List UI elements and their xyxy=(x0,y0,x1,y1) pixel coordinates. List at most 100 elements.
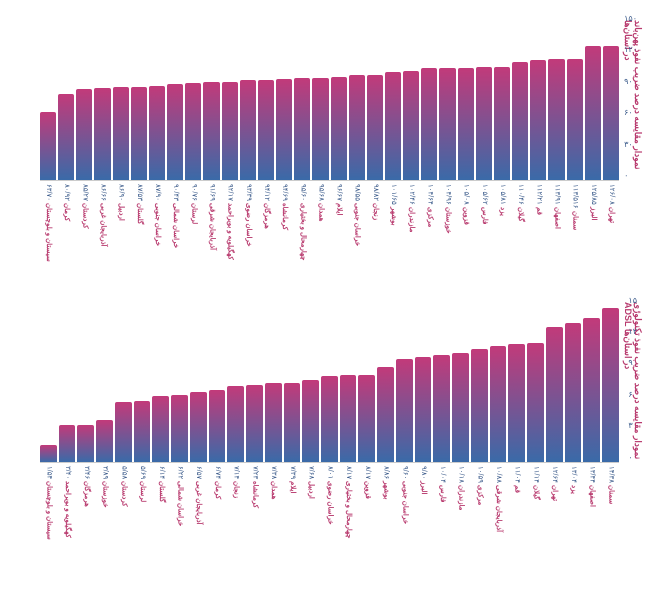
xlabel-name: آذربایجان غربی xyxy=(99,203,107,247)
bar xyxy=(349,75,365,180)
xlabel-name: آذربایجان شرقی xyxy=(207,203,215,250)
xlabel-name: مازندران xyxy=(407,207,415,232)
xlabel-name: لرستان xyxy=(189,203,197,224)
xlabel-column: ۱۲/۶۴تهران xyxy=(546,463,563,540)
xlabel-column: ۷/۳۸همدان xyxy=(265,463,282,540)
xlabel-name: کهگیلویه و بویراحمد xyxy=(63,481,71,538)
xlabel-value: ۱۰۱/۶۵ xyxy=(389,184,397,205)
bar xyxy=(603,46,619,180)
xlabel-value: ۸۷/۹۰ xyxy=(153,184,161,201)
xlabel-name: ایلام xyxy=(335,203,343,215)
xlabel-column: ۱۰۵/۸۱یزد xyxy=(494,181,510,262)
xlabel-column: ۱/۵۴سیستان و بلوچستان xyxy=(40,463,57,540)
bar xyxy=(276,79,292,180)
xlabel-name: کردستان xyxy=(119,481,127,507)
xlabel-column: ۱۰/۵۹ مرکزی xyxy=(471,463,488,540)
xlabel-value: ۱۳/۴۴ xyxy=(588,466,596,483)
xlabel-value: ۶/۲۲ xyxy=(176,466,184,479)
xlabel-value: ۶/۵۷ xyxy=(194,466,202,479)
xlabel-column: ۱۰۴/۹۶خوزستان xyxy=(439,181,455,262)
bar xyxy=(421,68,437,180)
bar xyxy=(77,425,94,462)
bar xyxy=(96,420,113,461)
xlabel-name: کرمانشاه xyxy=(280,203,288,230)
xlabel-value: ۹۰/۷۶ xyxy=(189,184,197,201)
xlabel-name: کرمان xyxy=(213,481,221,499)
bar xyxy=(222,82,238,180)
xlabel-name: آذربایجان شرقی xyxy=(494,485,502,532)
bar xyxy=(340,375,357,462)
bar xyxy=(530,60,546,180)
bar xyxy=(312,78,328,180)
xlabel-column: ۱۰۴/۶۴مرکزی xyxy=(421,181,437,262)
xlabel-value: ۹۰/۴۳ xyxy=(171,184,179,201)
xlabel-column: ۵/۵۸کردستان xyxy=(115,463,132,540)
xlabel-name: اصفهان xyxy=(552,207,560,229)
xlabel-column: ۹۱/۶۹آذربایجان شرقی xyxy=(203,181,219,262)
xlabel-column: ۱۲۵/۸۵البرز xyxy=(585,181,601,262)
bar xyxy=(284,383,301,462)
xlabel-column: ۱۰/۱۸مازندران xyxy=(452,463,469,540)
xlabel-column: ۷/۱۴زنجان xyxy=(227,463,244,540)
bar xyxy=(471,349,488,462)
chart1-yaxis: ۱۵۰۱۲۰۹۰۶۰۳۰۰ xyxy=(624,14,637,180)
ytick: ۶ xyxy=(628,390,637,399)
xlabel-value: ۹۸/۵۵ xyxy=(353,184,361,201)
xlabel-value: ۹۴/۶۹ xyxy=(280,184,288,201)
xlabel-value: ۱۰۵/۸۱ xyxy=(498,184,506,205)
xlabel-value: ۱۰/۵۹ xyxy=(475,466,483,483)
xlabel-name: قزوین xyxy=(462,207,470,225)
xlabel-column: ۶/۷۴کرمان xyxy=(209,463,226,540)
xlabel-name: خراسان جنوبی xyxy=(400,481,408,524)
xlabel-column: ۱۱۲/۲۱قم xyxy=(530,181,546,262)
bar xyxy=(58,94,74,180)
xlabel-column: ۶۳/۷۰سیستان و بلوچستان xyxy=(40,181,56,262)
xlabel-column: ۹۰/۴۳خراسان شمالی xyxy=(167,181,183,262)
xlabel-column: ۳/۸۹خوزستان xyxy=(96,463,113,540)
ytick: ۶۰ xyxy=(624,108,637,117)
xlabel-column: ۸/۱۷قزوین xyxy=(358,463,375,540)
bar xyxy=(265,383,282,462)
xlabel-value: ۸۶/۹۰ xyxy=(117,184,125,201)
xlabel-column: ۱۰/۸۸آذربایجان شرقی xyxy=(490,463,507,540)
xlabel-value: ۳/۸۹ xyxy=(101,466,109,479)
bar xyxy=(367,75,383,180)
xlabel-column: ۹۵/۶۰چهارمحال و بختیاری xyxy=(294,181,310,262)
xlabel-name: چهارمحال و بختیاری xyxy=(298,203,306,261)
xlabel-name: تهران xyxy=(550,485,558,501)
xlabel-column: ۸/۰۱خراسان رضوی xyxy=(321,463,338,540)
xlabel-column: ۹۲/۱۷کهگیلویه و بویراحمد xyxy=(222,181,238,262)
xlabel-name: مرکزی xyxy=(475,485,483,505)
xlabel-name: همدان xyxy=(316,203,324,222)
chart1-container: نمودار مقایسه درصد ضریب نفوذ پهن‌باند در… xyxy=(20,20,637,262)
chart1-area: ۱۵۰۱۲۰۹۰۶۰۳۰۰ xyxy=(40,20,619,181)
bar xyxy=(415,357,432,462)
xlabel-column: ۹۶/۶۷ایلام xyxy=(331,181,347,262)
bar xyxy=(40,445,57,461)
bar xyxy=(403,71,419,180)
xlabel-name: سیستان و بلوچستان xyxy=(44,481,52,540)
xlabel-name: گیلان xyxy=(516,207,524,222)
bar xyxy=(94,88,110,180)
xlabel-column: ۱۱۳/۵۱۶سمنان xyxy=(567,181,583,262)
xlabel-column: ۳/۴۰کهگیلویه و بویراحمد xyxy=(59,463,76,540)
chart2-yaxis: ۱۵۱۲۹۶۳۰ xyxy=(628,296,637,462)
xlabel-value: ۹۴/۱۲ xyxy=(262,184,270,201)
xlabel-name: تهران xyxy=(607,207,615,223)
xlabel-value: ۱۱/۰۴ xyxy=(513,466,521,483)
bar xyxy=(452,353,469,462)
bar xyxy=(302,380,319,462)
ytick: ۹۰ xyxy=(624,77,637,86)
xlabel-value: ۱۰/۱۸ xyxy=(457,466,465,483)
bar xyxy=(113,87,129,180)
xlabel-name: فارس xyxy=(480,207,488,224)
xlabel-name: یزد xyxy=(569,485,577,494)
xlabel-name: گلستان xyxy=(135,203,143,224)
xlabel-column: ۸/۱۷چهارمحال و بختیاری xyxy=(340,463,357,540)
xlabel-column: ۸/۸۶بوشهر xyxy=(377,463,394,540)
xlabel-column: ۱۴/۳۸سمنان xyxy=(602,463,619,540)
bar xyxy=(476,67,492,180)
xlabel-column: ۹۰/۷۶ لرستان xyxy=(185,181,201,262)
xlabel-value: ۸۷/۵۳ xyxy=(135,184,143,201)
xlabel-name: البرز xyxy=(589,207,597,220)
